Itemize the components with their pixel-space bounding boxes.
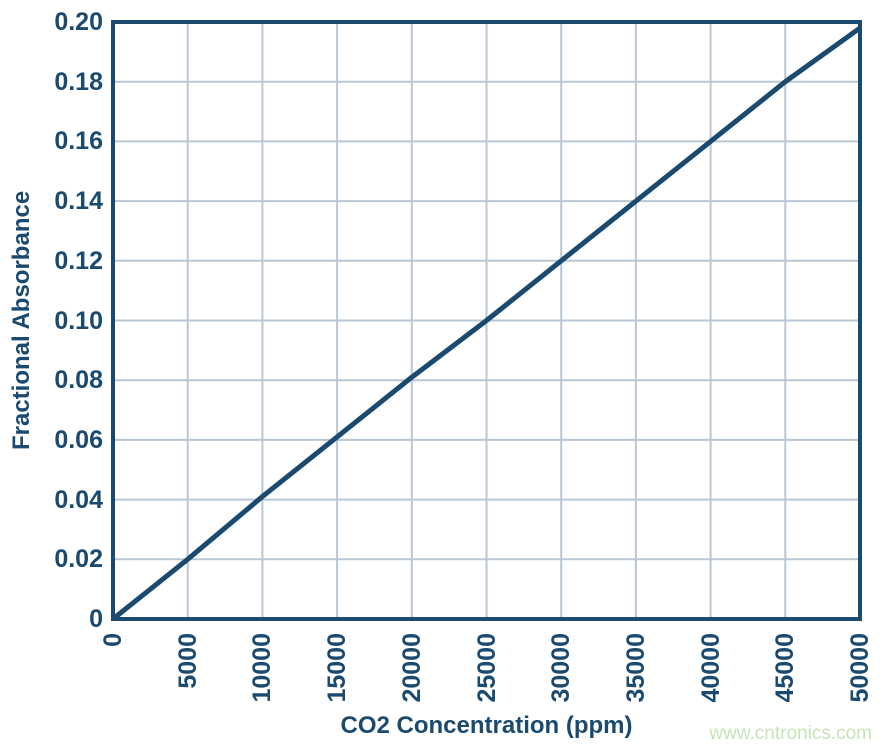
x-axis-title: CO2 Concentration (ppm) bbox=[340, 712, 633, 739]
chart-canvas bbox=[111, 20, 862, 621]
plot-border bbox=[111, 20, 862, 621]
x-tick-label: 0 bbox=[99, 633, 127, 647]
plot-area bbox=[111, 20, 862, 621]
x-tick-label: 50000 bbox=[846, 633, 874, 703]
y-tick-label: 0.02 bbox=[54, 545, 103, 574]
x-tick-label: 40000 bbox=[696, 633, 725, 703]
y-tick-label: 0.06 bbox=[54, 425, 103, 454]
watermark-text: www.cntronics.com bbox=[709, 723, 872, 744]
absorbance-line bbox=[111, 25, 862, 621]
y-tick-label: 0.16 bbox=[54, 127, 103, 156]
y-tick-label: 0.12 bbox=[54, 246, 103, 275]
y-tick-label: 0 bbox=[89, 605, 103, 633]
y-tick-label: 0.18 bbox=[54, 67, 103, 96]
y-tick-label: 0.14 bbox=[54, 187, 103, 216]
x-tick-label: 45000 bbox=[771, 633, 800, 703]
x-tick-label: 25000 bbox=[472, 633, 501, 703]
y-tick-label: 0.08 bbox=[54, 366, 103, 395]
x-tick-label: 30000 bbox=[547, 633, 576, 703]
y-tick-label: 0.20 bbox=[54, 8, 103, 36]
x-tick-label: 35000 bbox=[621, 633, 650, 703]
x-tick-label: 15000 bbox=[323, 633, 352, 703]
x-tick-label: 20000 bbox=[397, 633, 426, 703]
x-tick-label: 10000 bbox=[248, 633, 277, 703]
x-tick-label: 5000 bbox=[173, 633, 202, 689]
y-tick-label: 0.10 bbox=[54, 306, 103, 335]
y-tick-label: 0.04 bbox=[54, 485, 103, 514]
